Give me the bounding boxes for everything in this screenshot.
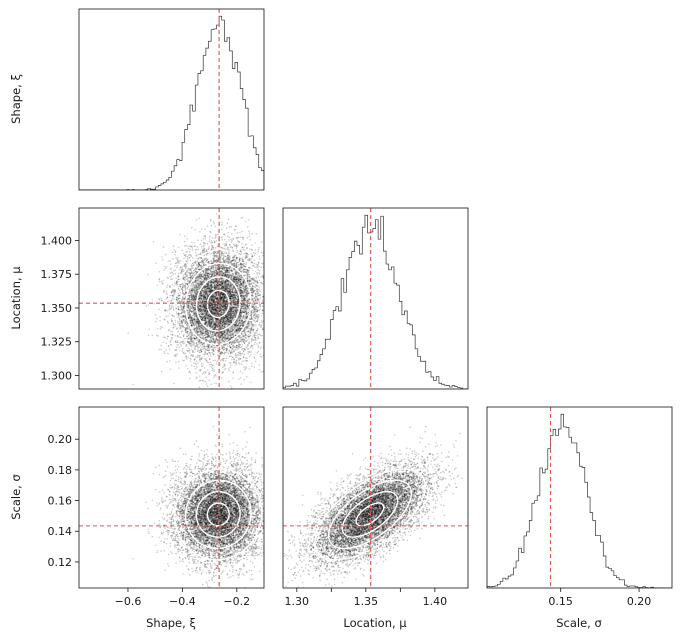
- y-tick-label: 0.14: [48, 525, 73, 538]
- panel-scale-vs-shape: 0.12 0.14 0.16 0.18 0.20 −0.6 −0.4 −0.2: [48, 406, 265, 608]
- contour-level-1: [206, 502, 230, 527]
- histogram-shape: [79, 15, 264, 190]
- contour-level-1: [355, 502, 385, 527]
- x-axis-label-shape: Shape, ξ: [146, 616, 196, 630]
- panel-frame: [486, 406, 673, 589]
- panel-shape-vs-shape: [78, 8, 265, 191]
- x-tick-label: 1.35: [354, 595, 379, 608]
- contour-level-3: [184, 262, 252, 346]
- contour-level-2: [195, 276, 241, 332]
- y-tick-label: 1.375: [41, 268, 73, 281]
- y-tick-label: 1.300: [41, 369, 73, 382]
- y-tick-label: 0.18: [48, 464, 73, 477]
- panel-scale-vs-location: 1.30 1.35 1.40: [282, 406, 469, 608]
- scatter-points: [283, 425, 463, 588]
- contour-level-4: [314, 468, 426, 561]
- contour-level-4: [174, 468, 263, 561]
- panel-scale-vs-scale: 0.15 0.20: [486, 406, 673, 608]
- contour-level-2: [341, 490, 399, 538]
- y-axis-label-shape: Shape, ξ: [9, 74, 23, 124]
- y-tick-label: 0.12: [48, 556, 73, 569]
- panel-frame: [78, 207, 265, 390]
- contour-level-2: [195, 490, 241, 538]
- contours: [314, 468, 426, 561]
- y-axis-label-location: Location, μ: [9, 266, 23, 330]
- panel-frame: [282, 207, 469, 390]
- x-tick-label: −0.6: [115, 595, 142, 608]
- panel-location-vs-shape: 1.300 1.325 1.350 1.375 1.400: [41, 207, 265, 390]
- y-tick-label: 0.20: [48, 433, 73, 446]
- x-tick-label: 1.40: [423, 595, 448, 608]
- panel-frame: [282, 406, 469, 589]
- x-tick-label: 1.30: [285, 595, 310, 608]
- y-axis-label-scale: Scale, σ: [9, 474, 23, 520]
- histogram-location: [283, 214, 468, 389]
- y-tick-label: 1.350: [41, 302, 73, 315]
- panel-location-vs-location: [282, 207, 469, 390]
- contours: [174, 468, 263, 561]
- x-axis-label-location: Location, μ: [343, 616, 407, 630]
- contour-level-4: [174, 249, 263, 359]
- histogram-scale: [487, 413, 672, 588]
- x-axis-label-scale: Scale, σ: [556, 616, 602, 630]
- panel-frame: [78, 8, 265, 191]
- x-tick-label: −0.4: [169, 595, 196, 608]
- contour-level-3: [184, 479, 252, 550]
- contours: [174, 249, 263, 359]
- x-tick-label: −0.2: [223, 595, 250, 608]
- contour-level-3: [327, 479, 413, 550]
- panel-frame: [78, 406, 265, 589]
- x-tick-label: 0.15: [548, 595, 573, 608]
- y-tick-label: 0.16: [48, 495, 73, 508]
- y-tick-label: 1.400: [41, 234, 73, 247]
- x-tick-label: 0.20: [627, 595, 652, 608]
- y-tick-label: 1.325: [41, 336, 73, 349]
